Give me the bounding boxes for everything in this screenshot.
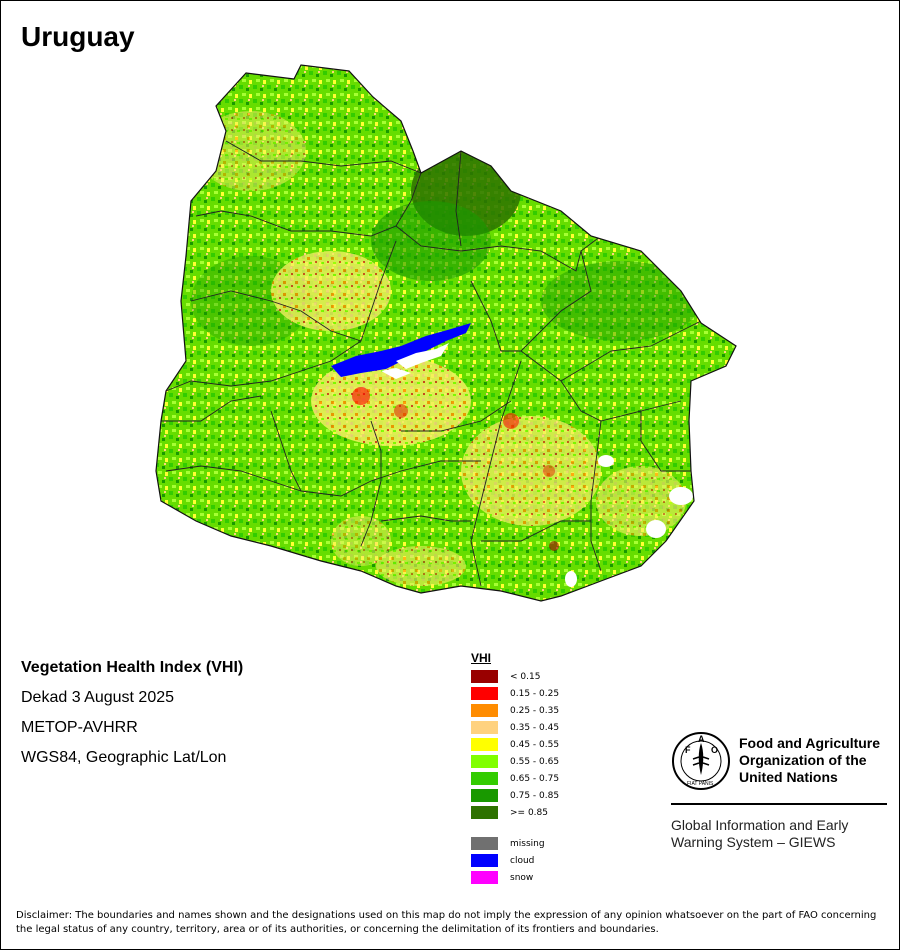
legend-item: missing xyxy=(471,835,631,852)
legend-special: missing cloud snow xyxy=(471,835,631,886)
emblem-letter-a: A xyxy=(698,734,705,744)
legend-label: >= 0.85 xyxy=(510,807,548,818)
period-label: Dekad 3 August 2025 xyxy=(21,689,175,706)
disclaimer-text: Disclaimer: The boundaries and names sho… xyxy=(16,910,877,935)
legend-swatch xyxy=(471,704,498,717)
country-outline xyxy=(155,64,737,602)
legend-item: 0.75 - 0.85 xyxy=(471,787,631,804)
legend-swatch xyxy=(471,755,498,768)
legend-label: 0.75 - 0.85 xyxy=(510,790,560,801)
legend-label: 0.25 - 0.35 xyxy=(510,705,560,716)
legend-item: < 0.15 xyxy=(471,668,631,685)
giews-line: Global Information and Early xyxy=(671,817,849,833)
legend-item: 0.65 - 0.75 xyxy=(471,770,631,787)
projection-label: WGS84, Geographic Lat/Lon xyxy=(21,749,227,766)
legend-item: 0.45 - 0.55 xyxy=(471,736,631,753)
legend-label: 0.55 - 0.65 xyxy=(510,756,560,767)
organization-name-line: Organization of the xyxy=(739,752,867,768)
legend-item: >= 0.85 xyxy=(471,804,631,821)
giews-system-name: Global Information and Early Warning Sys… xyxy=(671,817,891,851)
vhi-legend: VHI < 0.15 0.15 - 0.25 0.25 - 0.35 0.35 - 0… xyxy=(471,651,631,886)
legend-label: 0.65 - 0.75 xyxy=(510,773,560,784)
legend-item: cloud xyxy=(471,852,631,869)
vhi-raster xyxy=(156,65,736,601)
legend-swatch xyxy=(471,738,498,751)
map-metadata: Vegetation Health Index (VHI) Dekad 3 Au… xyxy=(21,657,243,777)
fao-branding: F A O FIAT PANIS Food and Agriculture Or… xyxy=(671,731,891,851)
vhi-map xyxy=(1,1,899,641)
legend-swatch xyxy=(471,772,498,785)
legend-label: 0.15 - 0.25 xyxy=(510,688,560,699)
department-boundaries xyxy=(161,140,702,587)
legend-label: cloud xyxy=(510,855,535,866)
legend-swatch xyxy=(471,806,498,819)
legend-swatch xyxy=(471,721,498,734)
legend-item: 0.55 - 0.65 xyxy=(471,753,631,770)
legend-label: snow xyxy=(510,872,534,883)
legend-item: 0.15 - 0.25 xyxy=(471,685,631,702)
fao-logo-icon: F A O FIAT PANIS xyxy=(672,732,730,790)
organization-name: Food and Agriculture Organization of the… xyxy=(739,735,880,786)
legend-swatch xyxy=(471,871,498,884)
legend-label: missing xyxy=(510,838,545,849)
giews-line: Warning System – GIEWS xyxy=(671,834,836,850)
index-name: Vegetation Health Index (VHI) xyxy=(21,659,244,676)
emblem-letter-o: O xyxy=(711,745,718,755)
organization-name-line: Food and Agriculture xyxy=(739,735,881,751)
legend-title: VHI xyxy=(471,651,492,665)
legend-swatch xyxy=(471,837,498,850)
emblem-motto: FIAT PANIS xyxy=(687,781,714,787)
legend-item: 0.35 - 0.45 xyxy=(471,719,631,736)
divider xyxy=(671,803,887,805)
legend-label: < 0.15 xyxy=(510,671,541,682)
legend-swatch xyxy=(471,789,498,802)
legend-swatch xyxy=(471,670,498,683)
sensor-label: METOP-AVHRR xyxy=(21,719,138,736)
legend-item: snow xyxy=(471,869,631,886)
organization-name-line: United Nations xyxy=(739,769,838,785)
legend-item: 0.25 - 0.35 xyxy=(471,702,631,719)
legend-label: 0.45 - 0.55 xyxy=(510,739,560,750)
emblem-letter-f: F xyxy=(685,745,691,755)
legend-swatch xyxy=(471,854,498,867)
legend-swatch xyxy=(471,687,498,700)
legend-classes: < 0.15 0.15 - 0.25 0.25 - 0.35 0.35 - 0.45 0… xyxy=(471,668,631,821)
legend-label: 0.35 - 0.45 xyxy=(510,722,560,733)
map-title: Uruguay xyxy=(21,21,135,52)
